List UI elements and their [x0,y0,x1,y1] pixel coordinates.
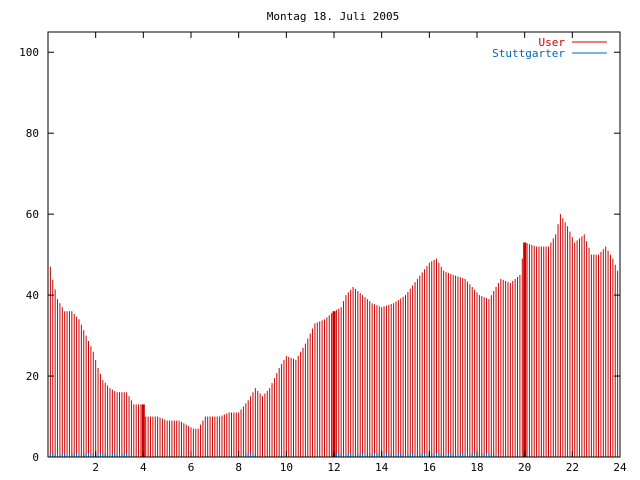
user-bars [47,214,619,457]
x-tick-label: 8 [235,461,242,474]
y-tick-label: 80 [26,127,39,140]
y-tick-label: 60 [26,208,39,221]
legend-label-user: User [539,36,566,49]
x-tick-label: 20 [518,461,531,474]
x-tick-label: 10 [280,461,293,474]
x-tick-label: 18 [470,461,483,474]
legend-label-stuttgarter: Stuttgarter [492,47,565,60]
y-axis: 0 20 40 60 80 100 [19,46,620,464]
x-tick-label: 24 [613,461,627,474]
x-tick-label: 14 [375,461,389,474]
x-tick-label: 16 [423,461,436,474]
y-tick-label: 20 [26,370,39,383]
y-tick-label: 100 [19,46,39,59]
legend: User Stuttgarter [492,36,607,60]
x-axis: 2 4 6 8 10 12 14 16 18 20 22 24 [92,32,627,474]
x-tick-label: 4 [140,461,147,474]
y-tick-label: 40 [26,289,39,302]
x-tick-label: 6 [188,461,195,474]
x-tick-label: 22 [566,461,579,474]
x-tick-label: 12 [327,461,340,474]
user-spike-bar [523,242,527,457]
x-tick-label: 2 [92,461,99,474]
user-spike-bar [141,404,145,457]
user-spike-bar [332,311,336,457]
y-tick-label: 0 [32,451,39,464]
chart-title: Montag 18. Juli 2005 [267,10,399,23]
